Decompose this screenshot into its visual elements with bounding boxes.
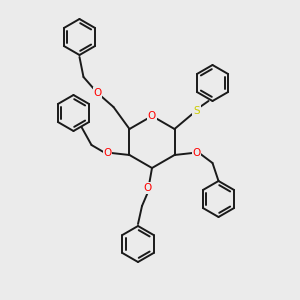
Text: O: O: [148, 111, 156, 121]
Text: O: O: [103, 148, 112, 158]
Text: O: O: [192, 148, 201, 158]
Text: S: S: [193, 106, 200, 116]
Text: O: O: [144, 183, 152, 193]
Text: O: O: [93, 88, 102, 98]
